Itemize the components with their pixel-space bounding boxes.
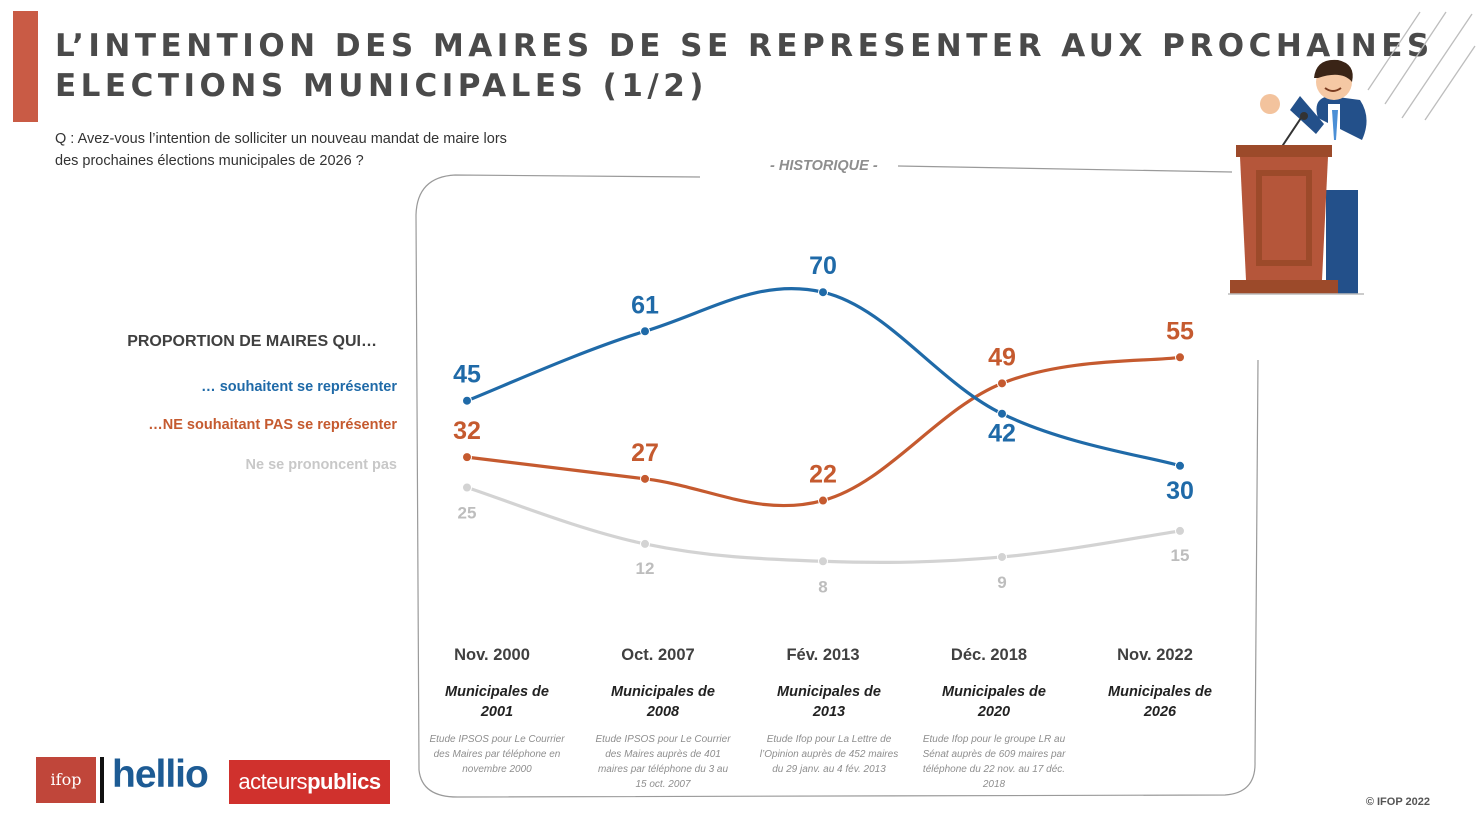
data-point <box>462 452 472 463</box>
legend-item-represent: … souhaitent se représenter <box>201 379 397 395</box>
acteurs-logo-part1: acteurs <box>238 769 308 794</box>
data-label: 70 <box>809 252 837 280</box>
logo-separator <box>100 757 104 803</box>
source-note: Etude Ifop pour La Lettre de l’Opinion a… <box>759 734 899 775</box>
historique-frame <box>415 174 1259 798</box>
source-note: Etude IPSOS pour Le Courrier des Maires … <box>595 734 731 790</box>
data-point <box>818 495 828 506</box>
data-point <box>1175 460 1185 471</box>
data-label: 12 <box>636 559 655 578</box>
question-line-1: Q : Avez-vous l’intention de solliciter … <box>55 131 507 147</box>
legend-item-undecided: Ne se prononcent pas <box>245 457 397 473</box>
data-label: 25 <box>458 504 477 523</box>
title-accent-bar <box>13 11 38 122</box>
x-tick-label: Fév. 2013 <box>786 646 860 664</box>
election-label: Municipales de 2001 <box>445 684 549 720</box>
page-title: L’INTENTION DES MAIRES DE SE REPRESENTER… <box>55 26 1434 106</box>
decorative-stripes <box>1367 11 1476 121</box>
data-label: 27 <box>631 439 659 467</box>
election-label: Municipales de 2013 <box>777 684 881 720</box>
x-tick-label: Déc. 2018 <box>950 646 1028 664</box>
series-line <box>465 287 1182 468</box>
survey-question: Q : Avez-vous l’intention de solliciter … <box>55 128 507 172</box>
source-note: Etude Ifop pour le groupe LR au Sénat au… <box>922 734 1066 790</box>
data-label: 30 <box>1166 477 1194 505</box>
data-label: 42 <box>988 420 1016 448</box>
data-point <box>997 551 1007 562</box>
copyright: © IFOP 2022 <box>1365 796 1430 808</box>
historique-frame-top-right <box>897 165 1233 173</box>
title-line-2: ELECTIONS MUNICIPALES (1/2) <box>55 68 708 104</box>
data-point <box>462 482 472 493</box>
source-note: Etude IPSOS pour Le Courrier des Maires … <box>429 734 565 775</box>
data-point <box>818 556 828 567</box>
hellio-logo: hellio <box>112 753 209 796</box>
ifop-logo: ifop <box>36 757 96 803</box>
data-point <box>640 538 650 549</box>
election-label: Municipales de 2008 <box>611 684 715 720</box>
chart-series: 25 12 8 9 15 32 27 22 49 55 45 61 70 42 30 <box>453 252 1194 596</box>
data-point <box>818 287 828 298</box>
acteurs-publics-logo: acteurspublics <box>229 760 390 804</box>
x-tick-label: Oct. 2007 <box>621 646 695 664</box>
data-point <box>997 408 1007 419</box>
x-tick-label: Nov. 2000 <box>454 646 530 664</box>
question-line-2: des prochaines élections municipales de … <box>55 153 364 169</box>
legend-heading: PROPORTION DE MAIRES QUI… <box>127 333 377 350</box>
data-label: 45 <box>453 361 481 389</box>
title-line-1: L’INTENTION DES MAIRES DE SE REPRESENTER… <box>55 28 1434 64</box>
data-point <box>640 473 650 484</box>
data-label: 32 <box>453 417 481 445</box>
data-label: 49 <box>988 343 1016 371</box>
data-point <box>997 378 1007 389</box>
data-label: 55 <box>1166 317 1194 345</box>
speaker-illustration <box>1228 59 1367 295</box>
data-point <box>1175 352 1185 363</box>
data-label: 61 <box>631 291 659 319</box>
historique-label: - HISTORIQUE - <box>770 158 878 174</box>
acteurs-logo-part2: publics <box>307 769 381 794</box>
data-point <box>1175 525 1185 536</box>
data-label: 9 <box>997 573 1006 592</box>
x-tick-label: Nov. 2022 <box>1117 646 1193 664</box>
data-point <box>462 395 472 406</box>
data-point <box>640 326 650 337</box>
data-label: 22 <box>809 461 837 489</box>
data-label: 15 <box>1171 546 1190 565</box>
election-label: Municipales de 2020 <box>942 684 1046 720</box>
legend-item-not-represent: …NE souhaitant PAS se représenter <box>148 417 397 433</box>
data-label: 8 <box>818 577 827 596</box>
election-label: Municipales de 2026 <box>1108 684 1212 720</box>
